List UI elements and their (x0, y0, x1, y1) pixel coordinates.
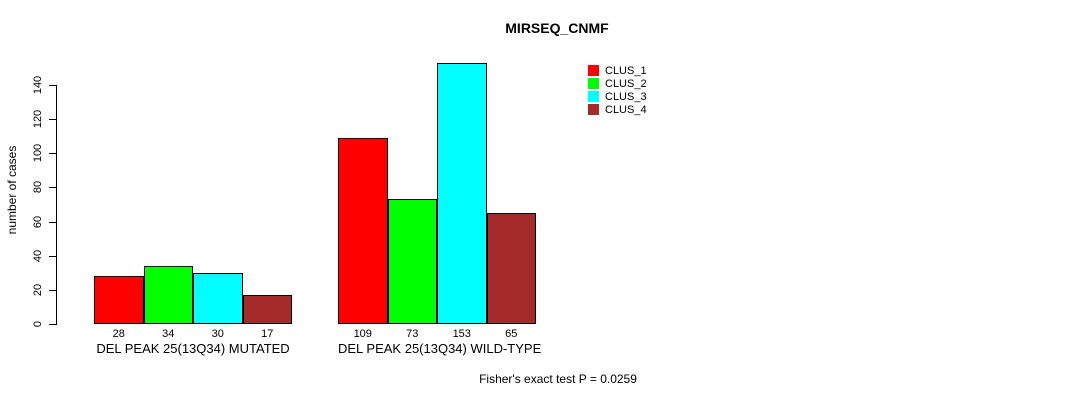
y-tick-label: 60 (32, 215, 44, 228)
y-tick-label: 20 (32, 283, 44, 296)
y-tick (49, 153, 56, 155)
legend-swatch (588, 104, 599, 115)
y-tick-label: 100 (32, 144, 44, 163)
bar-value-label: 109 (353, 328, 372, 340)
group-label: DEL PEAK 25(13Q34) WILD-TYPE (338, 341, 542, 356)
y-tick-label: 80 (32, 181, 44, 194)
legend-swatch (588, 65, 599, 76)
legend-swatch (588, 78, 599, 89)
y-tick (49, 119, 56, 121)
legend-label: CLUS_1 (605, 64, 647, 77)
bar-clus_4 (486, 213, 536, 324)
y-tick-label: 40 (32, 249, 44, 262)
y-tick-label: 140 (32, 75, 44, 95)
bar-clus_3 (193, 272, 243, 324)
bar-clus_2 (143, 265, 193, 324)
bar-value-label: 65 (505, 328, 518, 340)
bar-clus_2 (387, 199, 437, 324)
group-label: DEL PEAK 25(13Q34) MUTATED (96, 341, 290, 356)
legend-item: CLUS_4 (588, 103, 647, 116)
legend-swatch (588, 91, 599, 102)
chart-title: MIRSEQ_CNMF (505, 20, 609, 36)
bar-clus_3 (437, 62, 487, 324)
bar-clus_4 (242, 294, 292, 324)
y-axis-label: number of cases (5, 145, 19, 235)
y-tick (49, 324, 56, 325)
bar-value-label: 153 (452, 328, 471, 340)
y-tick (49, 221, 56, 223)
legend: CLUS_1 CLUS_2 CLUS_3 CLUS_4 (588, 64, 647, 116)
y-tick-label: 120 (32, 109, 44, 129)
y-tick-label: 0 (32, 320, 44, 328)
bar-value-label: 73 (406, 328, 419, 340)
legend-label: CLUS_4 (605, 103, 647, 116)
legend-item: CLUS_1 (588, 64, 647, 77)
legend-item: CLUS_3 (588, 90, 647, 103)
legend-label: CLUS_2 (605, 77, 647, 90)
bar-value-label: 17 (261, 328, 274, 340)
legend-item: CLUS_2 (588, 77, 647, 90)
bar-clus_1 (338, 137, 388, 324)
bar-value-label: 28 (112, 328, 125, 340)
y-tick (49, 85, 56, 86)
y-tick (49, 187, 56, 189)
y-tick (49, 255, 56, 257)
y-tick (49, 289, 56, 291)
y-axis-line (56, 85, 57, 325)
bar-value-label: 30 (211, 328, 224, 340)
bar-value-label: 34 (162, 328, 175, 340)
bar-clus_1 (94, 276, 144, 324)
legend-label: CLUS_3 (605, 90, 647, 103)
footer-note: Fisher's exact test P = 0.0259 (479, 372, 637, 386)
